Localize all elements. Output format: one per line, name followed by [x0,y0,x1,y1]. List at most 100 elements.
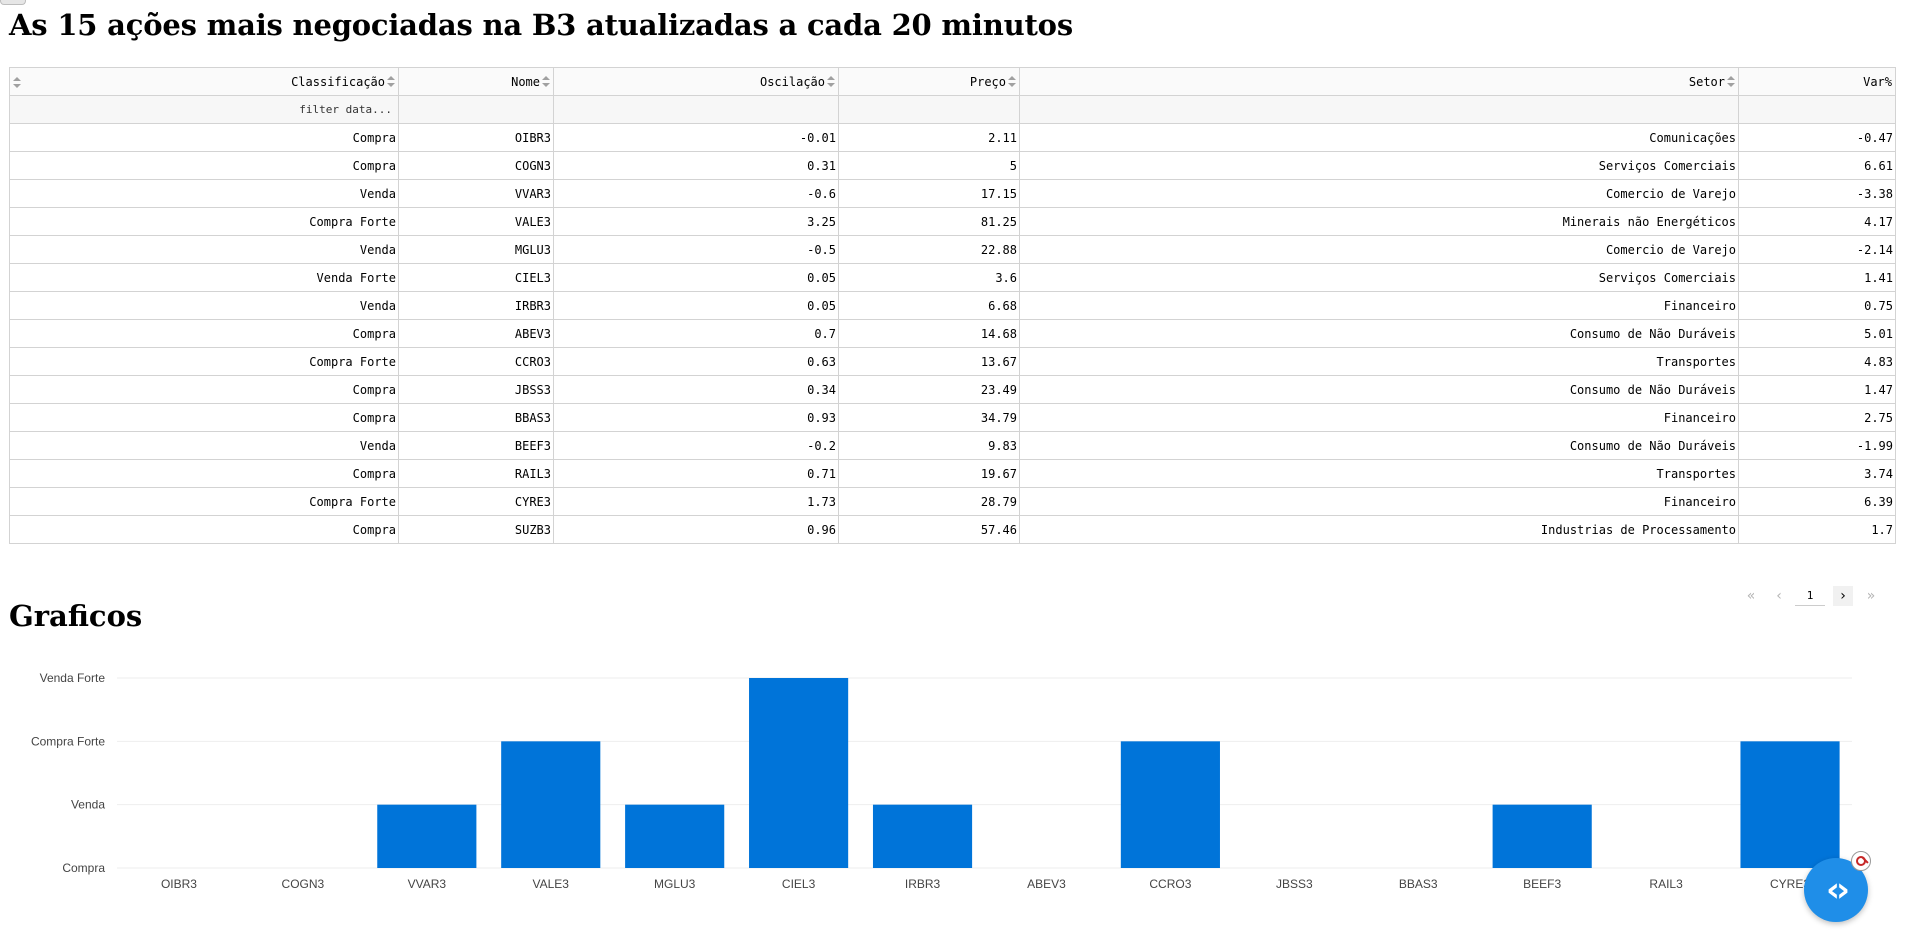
cell-preco[interactable]: 19.67 [838,459,1020,488]
cell-classificacao[interactable]: Compra [9,515,399,544]
header-nome[interactable]: Nome [398,67,554,96]
cell-classificacao[interactable]: Compra [9,123,399,152]
cell-setor[interactable]: Comercio de Varejo [1019,179,1739,208]
cell-var[interactable]: 1.7 [1738,515,1896,544]
cell-var[interactable]: -3.38 [1738,179,1896,208]
cell-setor[interactable]: Financeiro [1019,403,1739,432]
cell-classificacao[interactable]: Venda [9,179,399,208]
cell-nome[interactable]: VALE3 [398,207,554,236]
cell-preco[interactable]: 81.25 [838,207,1020,236]
cell-nome[interactable]: CIEL3 [398,263,554,292]
cell-classificacao[interactable]: Compra Forte [9,487,399,516]
cell-preco[interactable]: 13.67 [838,347,1020,376]
cell-nome[interactable]: CYRE3 [398,487,554,516]
cell-classificacao[interactable]: Venda [9,235,399,264]
cell-classificacao[interactable]: Compra [9,151,399,180]
cell-setor[interactable]: Consumo de Não Duráveis [1019,375,1739,404]
cell-nome[interactable]: SUZB3 [398,515,554,544]
header-oscilacao[interactable]: Oscilação [553,67,839,96]
cell-preco[interactable]: 28.79 [838,487,1020,516]
cell-preco[interactable]: 57.46 [838,515,1020,544]
cell-setor[interactable]: Financeiro [1019,487,1739,516]
sort-icon[interactable] [387,76,395,88]
cell-setor[interactable]: Serviços Comerciais [1019,151,1739,180]
cell-preco[interactable]: 2.11 [838,123,1020,152]
cell-oscilacao[interactable]: -0.6 [553,179,839,208]
cell-nome[interactable]: OIBR3 [398,123,554,152]
cell-classificacao[interactable]: Compra Forte [9,347,399,376]
header-preco[interactable]: Preço [838,67,1020,96]
cell-var[interactable]: 1.41 [1738,263,1896,292]
cell-preco[interactable]: 23.49 [838,375,1020,404]
cell-var[interactable]: -2.14 [1738,235,1896,264]
cell-setor[interactable]: Industrias de Processamento [1019,515,1739,544]
cell-nome[interactable]: JBSS3 [398,375,554,404]
cell-oscilacao[interactable]: 0.05 [553,291,839,320]
header-classificacao[interactable]: Classificação [9,67,399,96]
filter-input-nome[interactable] [398,95,554,124]
cell-oscilacao[interactable]: 1.73 [553,487,839,516]
cell-preco[interactable]: 3.6 [838,263,1020,292]
cell-nome[interactable]: RAIL3 [398,459,554,488]
header-var[interactable]: Var% [1738,67,1896,96]
cell-oscilacao[interactable]: 0.05 [553,263,839,292]
cell-oscilacao[interactable]: 3.25 [553,207,839,236]
cell-nome[interactable]: CCRO3 [398,347,554,376]
cell-oscilacao[interactable]: 0.63 [553,347,839,376]
cell-var[interactable]: 0.75 [1738,291,1896,320]
first-page-icon[interactable]: « [1746,587,1756,604]
cell-var[interactable]: 4.83 [1738,347,1896,376]
bar-beef3[interactable] [1492,804,1592,868]
cell-classificacao[interactable]: Compra [9,459,399,488]
cell-var[interactable]: 6.61 [1738,151,1896,180]
cell-oscilacao[interactable]: 0.34 [553,375,839,404]
cell-nome[interactable]: BBAS3 [398,403,554,432]
filter-input-preco[interactable] [838,95,1020,124]
cell-nome[interactable]: VVAR3 [398,179,554,208]
cell-var[interactable]: 6.39 [1738,487,1896,516]
cell-classificacao[interactable]: Compra [9,319,399,348]
cell-setor[interactable]: Financeiro [1019,291,1739,320]
cell-setor[interactable]: Consumo de Não Duráveis [1019,431,1739,460]
filter-input-classificacao[interactable]: filter data... [9,95,399,124]
bar-irbr3[interactable] [872,804,973,868]
cell-preco[interactable]: 14.68 [838,319,1020,348]
cell-classificacao[interactable]: Compra [9,375,399,404]
bar-cyre3[interactable] [1740,741,1840,868]
cell-oscilacao[interactable]: -0.2 [553,431,839,460]
next-page-icon[interactable]: › [1833,585,1853,606]
bar-ciel3[interactable] [749,678,849,868]
cell-var[interactable]: 4.17 [1738,207,1896,236]
sort-icon[interactable] [13,77,21,89]
ban-icon[interactable] [1851,851,1871,871]
corner-toolbar-icon[interactable] [0,0,26,5]
cell-setor[interactable]: Comunicações [1019,123,1739,152]
prev-page-icon[interactable]: ‹ [1776,587,1782,604]
cell-var[interactable]: 3.74 [1738,459,1896,488]
cell-preco[interactable]: 5 [838,151,1020,180]
cell-oscilacao[interactable]: -0.01 [553,123,839,152]
cell-oscilacao[interactable]: 0.96 [553,515,839,544]
bar-vale3[interactable] [501,741,601,868]
cell-classificacao[interactable]: Venda Forte [9,263,399,292]
header-setor[interactable]: Setor [1019,67,1739,96]
cell-preco[interactable]: 17.15 [838,179,1020,208]
cell-setor[interactable]: Transportes [1019,459,1739,488]
cell-var[interactable]: -0.47 [1738,123,1896,152]
sort-icon[interactable] [1008,76,1016,88]
cell-oscilacao[interactable]: 0.7 [553,319,839,348]
filter-input-setor[interactable] [1019,95,1739,124]
sort-icon[interactable] [1727,76,1735,88]
cell-classificacao[interactable]: Venda [9,291,399,320]
cell-oscilacao[interactable]: 0.31 [553,151,839,180]
cell-classificacao[interactable]: Compra Forte [9,207,399,236]
cell-setor[interactable]: Comercio de Varejo [1019,235,1739,264]
bar-mglu3[interactable] [625,804,725,868]
cell-nome[interactable]: IRBR3 [398,291,554,320]
cell-nome[interactable]: COGN3 [398,151,554,180]
sort-icon[interactable] [542,76,550,88]
filter-input-oscilacao[interactable] [553,95,839,124]
cell-var[interactable]: 2.75 [1738,403,1896,432]
cell-var[interactable]: 5.01 [1738,319,1896,348]
filter-input-var[interactable] [1738,95,1896,124]
